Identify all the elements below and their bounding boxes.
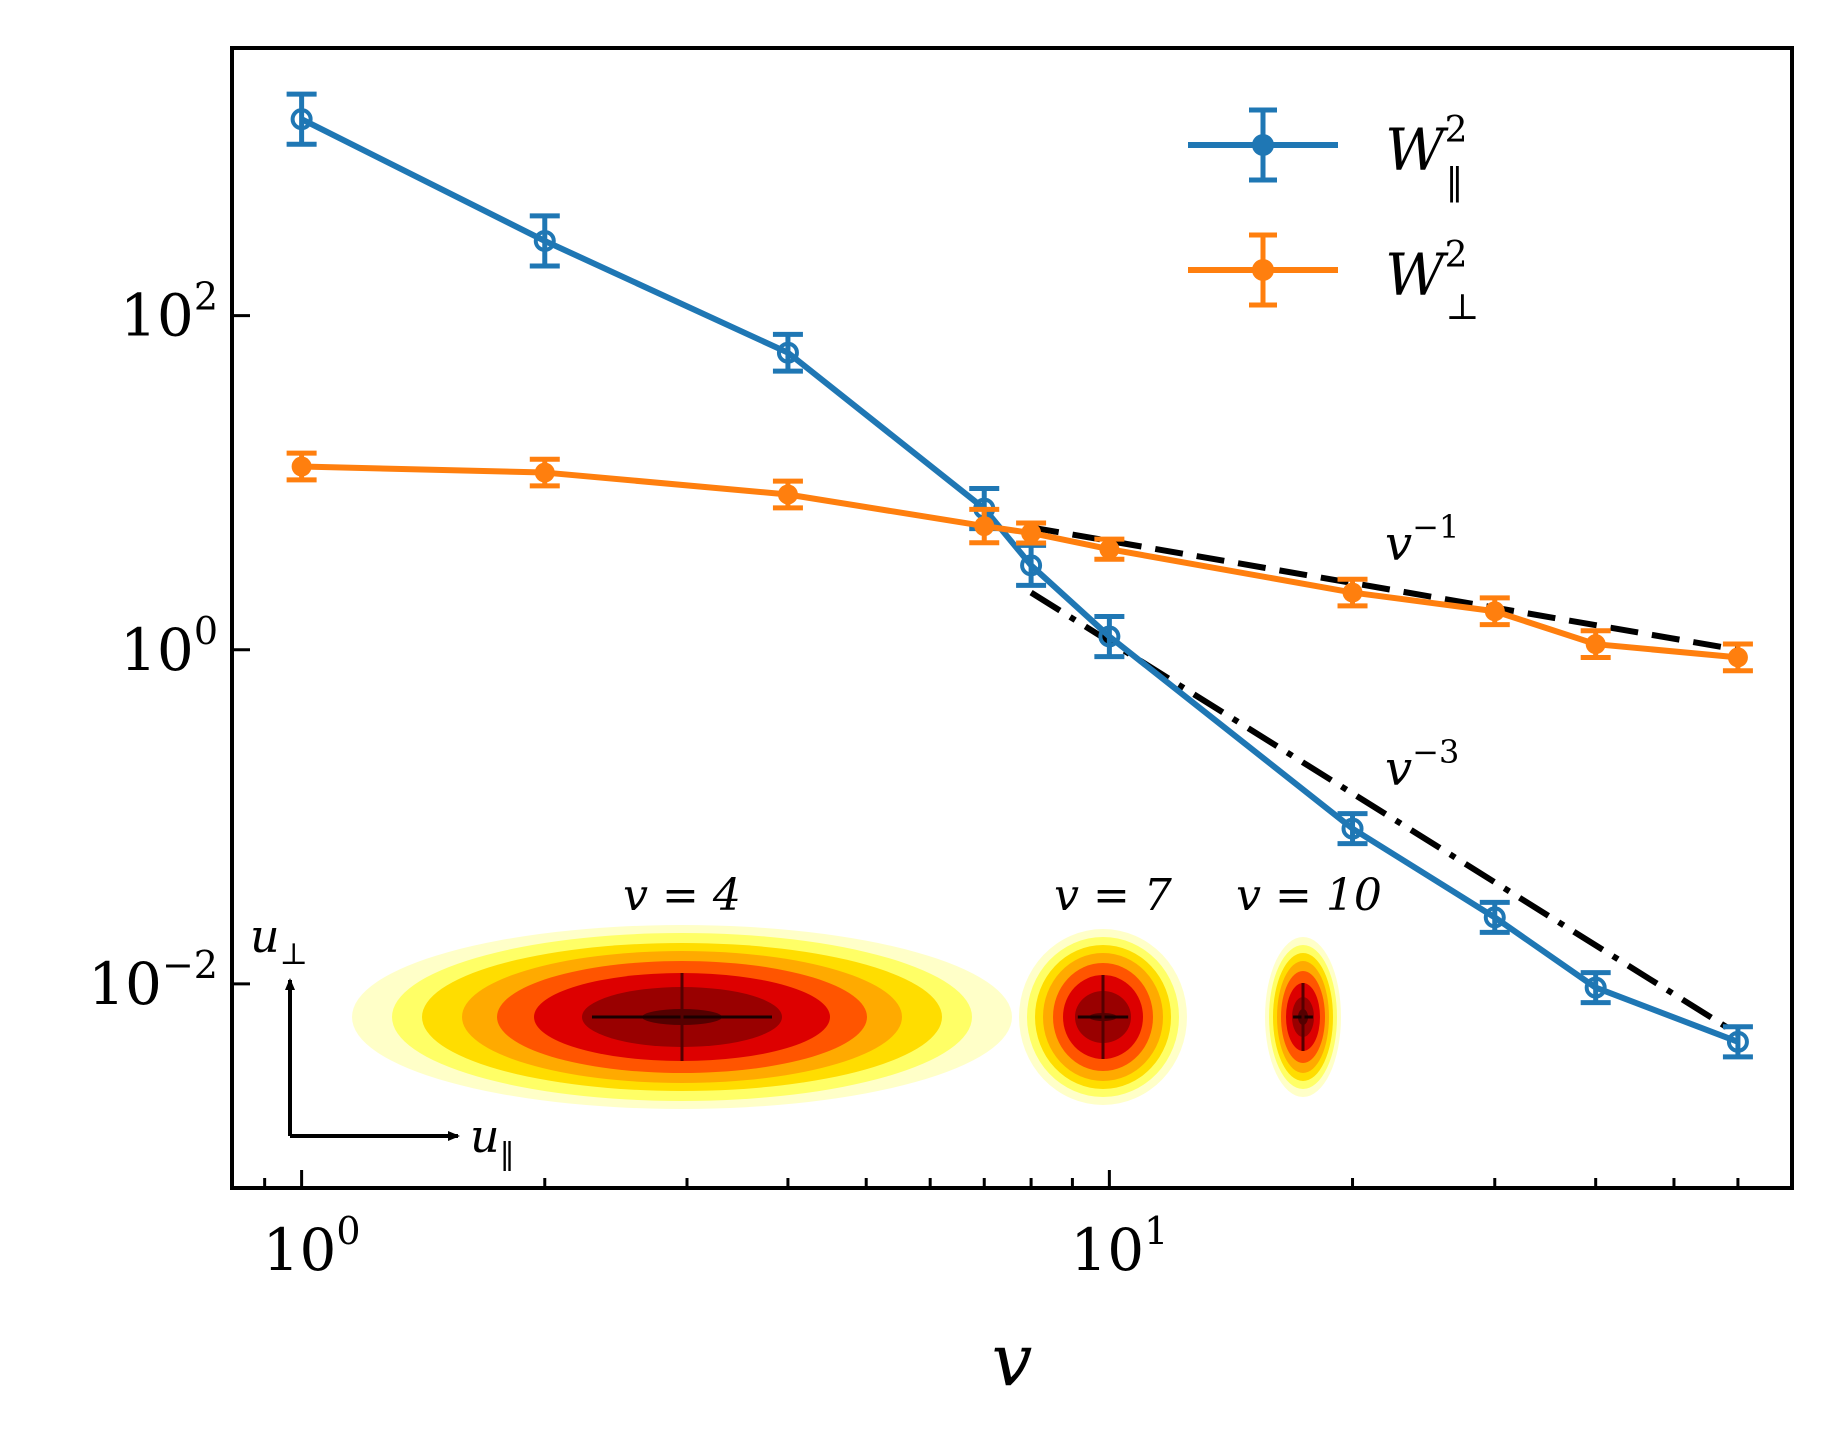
legend-marker-parallel bbox=[1252, 134, 1274, 156]
y-tick-label-0-base: 10 bbox=[120, 282, 194, 350]
series-line-perp bbox=[301, 463, 1739, 661]
data-point-parallel bbox=[772, 331, 803, 374]
y-tick-label-1-exp: 0 bbox=[194, 609, 218, 653]
data-point-perp bbox=[1722, 641, 1753, 674]
axis-ticks bbox=[232, 314, 1794, 1188]
ref-label-v-3-base: v bbox=[1385, 741, 1412, 797]
plot-frame bbox=[230, 46, 1794, 1190]
x-axis-label: v bbox=[992, 1318, 1033, 1402]
legend-label-parallel-base: W bbox=[1385, 116, 1449, 184]
inset-label-v10: v = 10 bbox=[1236, 870, 1382, 921]
inset-axes: u‖ u⊥ v = 4 v = 7 v = 10 bbox=[250, 870, 1382, 1172]
point-marker bbox=[1099, 539, 1120, 560]
point-marker bbox=[1342, 582, 1363, 603]
legend-label-parallel-sub: ‖ bbox=[1446, 162, 1464, 203]
ref-label-v-1-exp: −1 bbox=[1412, 508, 1459, 546]
point-marker bbox=[291, 456, 312, 477]
point-marker bbox=[777, 484, 798, 505]
x-tick-label-1-exp: 1 bbox=[1144, 1209, 1168, 1253]
data-point-perp bbox=[1479, 595, 1510, 628]
inset-distribution-2 bbox=[1265, 937, 1341, 1097]
data-point-parallel bbox=[286, 91, 317, 147]
point-marker bbox=[1484, 601, 1505, 622]
data-point-perp bbox=[529, 456, 560, 489]
inset-y-label-base: u bbox=[250, 909, 280, 963]
point-marker bbox=[1585, 634, 1606, 655]
point-marker bbox=[533, 229, 556, 252]
y-tick-label-2: 10−2 bbox=[88, 943, 218, 1018]
inset-y-label: u⊥ bbox=[250, 909, 308, 972]
data-point-parallel bbox=[1479, 899, 1510, 935]
reference-line-v-1 bbox=[1030, 524, 1739, 653]
inset-label-v7: v = 7 bbox=[1054, 870, 1172, 921]
y-tick-label-2-base: 10 bbox=[88, 950, 162, 1018]
y-tick-label-0-exp: 2 bbox=[194, 275, 218, 319]
ref-label-v-3-exp: −3 bbox=[1412, 733, 1459, 771]
series-layer bbox=[286, 91, 1753, 1060]
data-point-parallel bbox=[1722, 1024, 1753, 1060]
x-tick-label-0-base: 10 bbox=[263, 1216, 337, 1284]
legend-label-perp-base: W bbox=[1385, 241, 1449, 309]
inset-y-label-sub: ⊥ bbox=[280, 937, 308, 972]
data-point-perp bbox=[772, 478, 803, 511]
inset-distributions bbox=[352, 925, 1341, 1109]
data-point-parallel bbox=[1094, 613, 1125, 660]
legend-marker-perp bbox=[1252, 259, 1274, 281]
point-marker bbox=[1341, 817, 1364, 840]
data-point-perp bbox=[969, 506, 1000, 546]
legend-label-perp-sup: 2 bbox=[1445, 235, 1468, 276]
inset-x-label: u‖ bbox=[470, 1109, 515, 1172]
y-tick-label-0: 102 bbox=[120, 275, 218, 350]
x-tick-label-0-exp: 0 bbox=[336, 1209, 360, 1253]
x-tick-label-1-base: 10 bbox=[1070, 1216, 1144, 1284]
ref-label-v-1: v−1 bbox=[1385, 508, 1459, 572]
inset-x-label-base: u bbox=[470, 1109, 500, 1163]
point-marker bbox=[534, 462, 555, 483]
point-marker bbox=[1483, 906, 1506, 929]
data-point-parallel bbox=[1580, 970, 1611, 1006]
legend-label-parallel-sup: 2 bbox=[1445, 110, 1468, 151]
data-point-perp bbox=[1337, 576, 1368, 609]
ref-label-v-3: v−3 bbox=[1385, 733, 1459, 797]
inset-label-v4: v = 4 bbox=[623, 870, 741, 921]
inset-x-label-sub: ‖ bbox=[500, 1137, 515, 1172]
legend-label-parallel: W2 ‖ bbox=[1385, 110, 1468, 203]
legend-label-perp-sub: ⊥ bbox=[1446, 287, 1480, 328]
ref-label-v-1-base: v bbox=[1385, 516, 1412, 572]
y-tick-label-1-base: 10 bbox=[120, 616, 194, 684]
point-marker bbox=[1726, 1030, 1749, 1053]
point-marker bbox=[1098, 625, 1121, 648]
point-marker bbox=[290, 108, 313, 131]
x-tick-label-1: 101 bbox=[1070, 1209, 1168, 1284]
series-line-parallel bbox=[300, 116, 1739, 1045]
legend: W2 ‖ W2 ⊥ bbox=[1188, 107, 1479, 328]
inset-distribution-0 bbox=[352, 925, 1012, 1109]
data-point-perp bbox=[1016, 520, 1047, 546]
point-marker bbox=[1020, 554, 1043, 577]
inset-distribution-1 bbox=[1019, 929, 1187, 1105]
y-tick-label-2-exp: −2 bbox=[162, 943, 218, 987]
point-marker bbox=[776, 341, 799, 364]
point-marker bbox=[1727, 647, 1748, 668]
point-marker bbox=[974, 516, 995, 537]
data-point-parallel bbox=[529, 213, 560, 269]
y-tick-label-1: 100 bbox=[120, 609, 218, 684]
point-marker bbox=[1584, 976, 1607, 999]
data-point-perp bbox=[1094, 536, 1125, 562]
data-point-parallel bbox=[1337, 811, 1368, 847]
data-point-perp bbox=[286, 450, 317, 483]
legend-label-perp: W2 ⊥ bbox=[1385, 235, 1479, 328]
x-tick-label-0: 100 bbox=[263, 1209, 361, 1284]
point-marker bbox=[1021, 522, 1042, 543]
data-point-perp bbox=[1580, 628, 1611, 661]
